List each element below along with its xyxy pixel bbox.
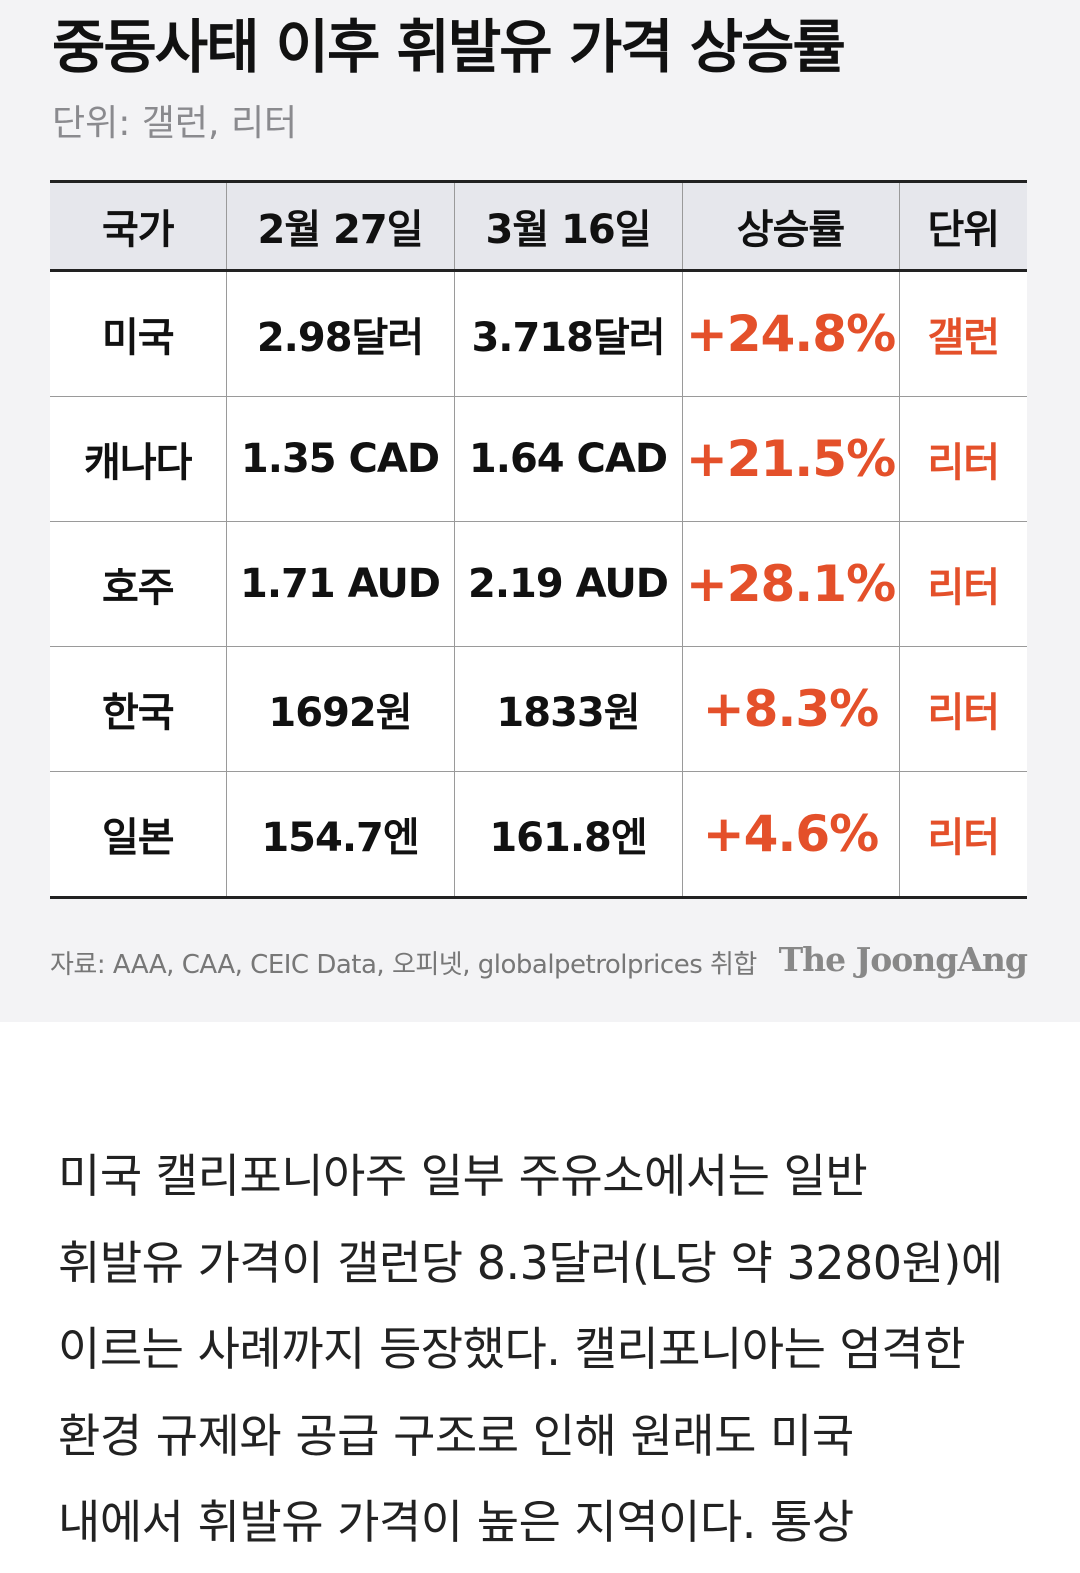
article-line: 미국 캘리포니아주 일부 주유소에서는 일반	[58, 1149, 868, 1203]
table-cell: 일본	[50, 771, 226, 899]
header-row: 국가 2월 27일 3월 16일 상승률 단위	[50, 180, 1027, 272]
table-cell: 2.98달러	[225, 270, 454, 397]
article-line: 휘발유 가격이 갤런당 8.3달러(L당 약 3280원)에	[58, 1235, 1003, 1290]
table-cell: 2.19 AUD	[453, 521, 682, 647]
table-row: 한국 1692원 1833원 +8.3% 리터	[50, 646, 1027, 772]
header-cell: 단위	[898, 180, 1027, 272]
article-line: 내에서 휘발유 가격이 높은 지역이다. 통상	[58, 1495, 854, 1549]
table-cell: 캐나다	[50, 396, 226, 522]
publisher-logo: The JoongAng	[778, 940, 1028, 979]
table-cell: +4.6%	[681, 771, 899, 899]
table-cell: 리터	[898, 521, 1027, 647]
table-cell: 한국	[50, 646, 226, 772]
table-cell: 161.8엔	[453, 771, 682, 899]
table-row: 캐나다 1.35 CAD 1.64 CAD +21.5% 리터	[50, 396, 1027, 522]
table-cell: 1.64 CAD	[453, 396, 682, 522]
price-table: 국가 2월 27일 3월 16일 상승률 단위 미국 2.98달러 3.718달러 +24.8…	[50, 180, 1027, 899]
table-cell: +21.5%	[681, 396, 899, 522]
table-cell: 갤런	[898, 270, 1027, 397]
header-cell: 3월 16일	[453, 180, 682, 272]
table-cell: 1.71 AUD	[225, 521, 454, 647]
table-row: 호주 1.71 AUD 2.19 AUD +28.1% 리터	[50, 521, 1027, 647]
header-cell: 상승률	[681, 180, 899, 272]
table-cell: 1692원	[225, 646, 454, 772]
infographic-title: 중동사태 이후 휘발유 가격 상승률	[52, 13, 846, 81]
header-cell: 2월 27일	[225, 180, 454, 272]
table-row: 일본 154.7엔 161.8엔 +4.6% 리터	[50, 771, 1027, 899]
source-note: 자료: AAA, CAA, CEIC Data, 오피넷, globalpetr…	[50, 950, 757, 980]
table-cell: 호주	[50, 521, 226, 647]
article-line: 환경 규제와 공급 구조로 인해 원래도 미국	[58, 1408, 854, 1463]
table-cell: 리터	[898, 646, 1027, 772]
table-body: 미국 2.98달러 3.718달러 +24.8% 갤런 캐나다 1.35 CAD 1.64 C…	[50, 270, 1027, 899]
article-line: 이르는 사례까지 등장했다. 캘리포니아는 엄격한	[58, 1322, 966, 1376]
infographic-subtitle: 단위: 갤런, 리터	[52, 103, 298, 144]
table-cell: 미국	[50, 270, 226, 397]
table-cell: +24.8%	[681, 270, 899, 397]
table-cell: 154.7엔	[225, 771, 454, 899]
infographic: 중동사태 이후 휘발유 가격 상승률 단위: 갤런, 리터 국가 2월 27일 3월…	[0, 0, 1080, 1022]
table-cell: +8.3%	[681, 646, 899, 772]
table-cell: +28.1%	[681, 521, 899, 647]
table-cell: 3.718달러	[453, 270, 682, 397]
table-cell: 리터	[898, 771, 1027, 899]
table-cell: 1.35 CAD	[225, 396, 454, 522]
table-cell: 1833원	[453, 646, 682, 772]
table-cell: 리터	[898, 396, 1027, 522]
table-row: 미국 2.98달러 3.718달러 +24.8% 갤런	[50, 270, 1027, 397]
header-cell: 국가	[50, 180, 226, 272]
